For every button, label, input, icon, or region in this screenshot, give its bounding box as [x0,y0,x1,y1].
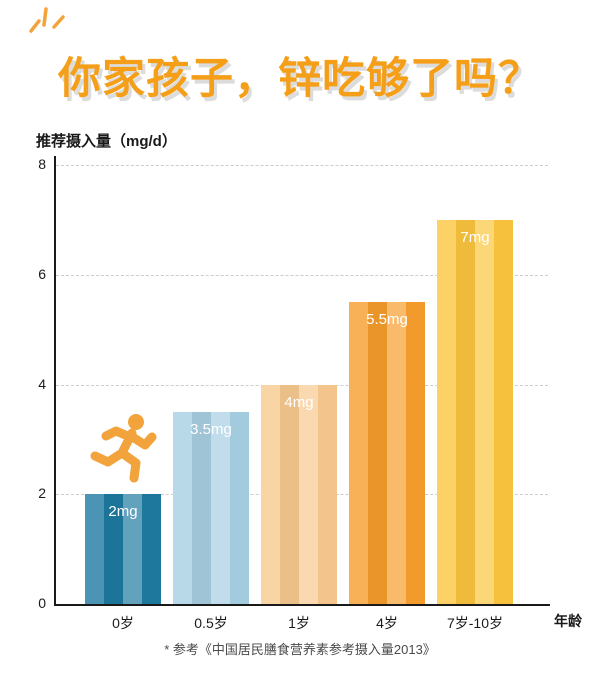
bar-value-label: 3.5mg [190,420,232,438]
bar: 4mg [261,384,337,604]
y-tick-label: 2 [38,485,46,502]
bar-value-label: 4mg [284,393,314,411]
bar: 3.5mg [173,411,249,604]
gridline [56,165,548,166]
bar-value-label: 7mg [460,228,490,246]
x-tick-label: 1岁 [288,615,310,631]
bar-value-label: 5.5mg [366,311,408,329]
bar: 2mg [85,494,161,604]
bar-value-label: 2mg [108,503,138,521]
x-tick-label: 0岁 [112,615,134,631]
x-axis-label: 年龄 [554,613,582,629]
runner-icon [90,414,157,483]
x-tick-label: 7岁-10岁 [446,615,504,631]
y-axis-label: 推荐摄入量（mg/d） [36,133,177,150]
y-axis-line [54,156,56,606]
gridline [56,274,548,276]
sparkle-icon [29,7,65,33]
y-tick-label: 8 [38,156,46,172]
page-title: 你家孩子，锌吃够了吗？ [58,56,542,103]
y-tick-label: 6 [38,265,46,282]
bar: 5.5mg [349,302,425,604]
x-tick-label: 4岁 [376,615,398,631]
y-tick-label: 0 [38,595,46,611]
y-tick-label: 4 [38,375,46,392]
x-axis-line [54,604,550,606]
x-tick-label: 0.5岁 [194,615,228,631]
footnote: * 参考《中国居民膳食营养素参考摄入量2013》 [164,642,436,657]
bar: 7mg [437,219,513,604]
